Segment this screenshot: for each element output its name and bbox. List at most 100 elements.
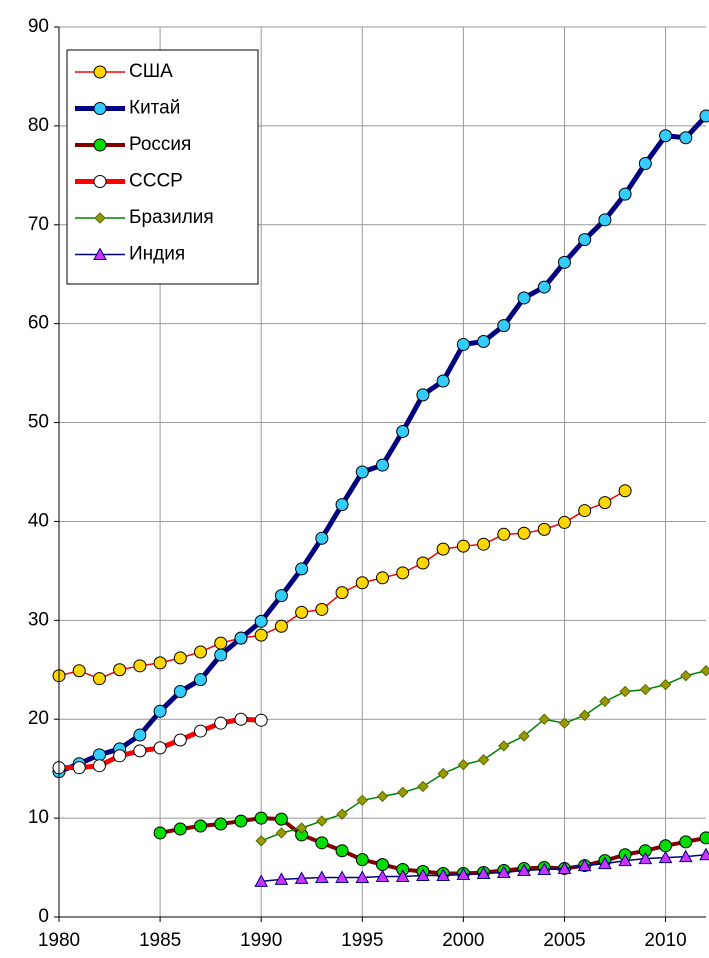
marker xyxy=(274,589,288,603)
marker xyxy=(618,187,632,201)
marker xyxy=(416,556,430,570)
y-tick-label: 90 xyxy=(28,16,49,37)
marker xyxy=(659,839,673,853)
legend-label: Бразилия xyxy=(129,207,214,228)
marker xyxy=(153,704,167,718)
marker xyxy=(355,465,369,479)
marker xyxy=(496,865,511,878)
marker xyxy=(153,826,167,840)
marker xyxy=(92,672,106,686)
marker xyxy=(93,247,107,260)
marker xyxy=(214,817,228,831)
marker xyxy=(274,872,289,885)
marker xyxy=(436,542,450,556)
marker xyxy=(173,685,187,699)
marker xyxy=(578,709,591,721)
marker xyxy=(437,767,449,780)
marker xyxy=(699,831,709,845)
marker xyxy=(234,814,248,828)
plot xyxy=(52,109,709,887)
legend: США Китай Россия СССР Бразилия Индия xyxy=(66,49,259,285)
marker xyxy=(557,861,572,875)
marker xyxy=(295,562,309,576)
marker xyxy=(396,566,410,580)
marker xyxy=(517,291,531,305)
series-line xyxy=(58,490,626,680)
y-tick-label: 0 xyxy=(38,906,49,927)
marker xyxy=(599,695,611,708)
y-tick-label: 40 xyxy=(28,510,49,531)
marker xyxy=(699,847,709,861)
marker xyxy=(477,754,490,766)
marker xyxy=(557,255,571,269)
marker xyxy=(517,526,531,540)
marker xyxy=(456,539,470,553)
marker xyxy=(638,851,653,865)
marker xyxy=(376,858,389,872)
marker xyxy=(92,748,106,762)
marker xyxy=(335,586,349,600)
marker xyxy=(417,780,429,793)
marker xyxy=(436,868,450,881)
y-tick-label: 60 xyxy=(28,313,49,334)
marker xyxy=(678,849,693,863)
marker xyxy=(497,527,511,541)
marker xyxy=(699,109,709,123)
marker xyxy=(477,537,491,551)
x-tick-label: 2010 xyxy=(644,930,686,951)
marker xyxy=(436,374,450,388)
marker xyxy=(376,458,389,472)
x-tick-label: 1990 xyxy=(240,930,282,951)
marker xyxy=(395,869,410,882)
marker xyxy=(577,858,592,872)
marker xyxy=(376,790,389,803)
marker xyxy=(456,337,470,351)
marker xyxy=(375,869,390,882)
marker xyxy=(557,515,571,529)
legend-label: США xyxy=(129,61,173,82)
marker xyxy=(335,498,349,512)
marker xyxy=(153,741,167,755)
marker xyxy=(315,870,329,883)
marker xyxy=(295,822,308,834)
marker xyxy=(618,853,632,867)
marker xyxy=(275,827,288,839)
y-tick-label: 20 xyxy=(28,708,49,729)
marker xyxy=(294,871,309,884)
marker xyxy=(255,835,267,847)
marker xyxy=(315,836,329,850)
marker xyxy=(517,863,531,877)
marker xyxy=(173,733,187,747)
marker xyxy=(598,213,612,227)
marker xyxy=(315,602,329,616)
marker xyxy=(355,576,369,590)
marker xyxy=(173,822,187,836)
marker xyxy=(194,724,208,738)
marker xyxy=(497,319,511,333)
marker xyxy=(254,614,268,628)
marker xyxy=(234,631,248,645)
marker xyxy=(619,685,631,698)
marker xyxy=(93,138,107,152)
marker xyxy=(133,744,147,758)
marker xyxy=(659,129,673,143)
x-tick-label: 1995 xyxy=(341,930,383,951)
marker xyxy=(416,868,430,881)
marker xyxy=(335,870,349,883)
marker xyxy=(234,712,248,726)
marker xyxy=(214,636,228,650)
marker xyxy=(214,716,228,730)
marker xyxy=(598,856,612,870)
marker xyxy=(416,388,430,402)
marker xyxy=(659,678,672,691)
marker xyxy=(537,280,551,294)
marker xyxy=(396,424,410,438)
y-tick-label: 10 xyxy=(28,807,49,828)
marker xyxy=(538,713,550,725)
marker xyxy=(477,334,491,348)
marker xyxy=(336,808,348,820)
marker xyxy=(537,522,551,536)
marker xyxy=(316,815,328,827)
x-tick-label: 2000 xyxy=(442,930,484,951)
